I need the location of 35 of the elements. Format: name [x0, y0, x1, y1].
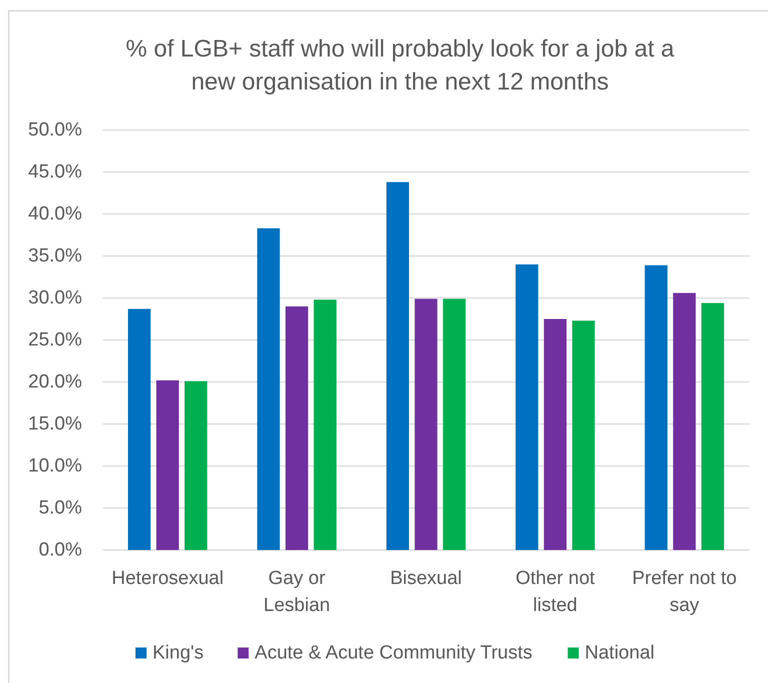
bar: [156, 380, 179, 550]
y-tick-label: 45.0%: [28, 162, 82, 182]
bar: [544, 319, 567, 550]
bar: [285, 306, 308, 550]
x-tick-label: Bisexual: [390, 568, 462, 588]
bar: [701, 303, 724, 550]
y-tick-label: 35.0%: [28, 246, 82, 266]
y-tick-label: 30.0%: [28, 288, 82, 308]
bar: [673, 292, 696, 550]
x-tick-label: Heterosexual: [112, 568, 224, 588]
x-tick-label: Prefer not to say: [632, 568, 737, 616]
bar: [572, 320, 595, 550]
y-tick-label: 40.0%: [28, 204, 82, 224]
x-tick-label: Gay or Lesbian: [264, 568, 330, 616]
legend-label: King's: [152, 642, 204, 664]
bar: [516, 264, 538, 550]
bar: [414, 298, 438, 550]
bar: [128, 308, 151, 550]
bar: [644, 265, 668, 550]
y-tick-label: 50.0%: [28, 120, 82, 140]
legend-label: Acute & Acute Community Trusts: [254, 642, 532, 664]
y-tick-label: 15.0%: [28, 414, 82, 434]
bar: [314, 300, 336, 550]
bar: [442, 298, 466, 550]
bar: [184, 381, 208, 550]
bar: [386, 182, 410, 550]
legend-label: National: [584, 642, 654, 664]
bar: [257, 228, 280, 550]
chart-title: % of LGB+ staff who will probably look for a job at a new organisation in the next 12 months: [126, 36, 675, 96]
y-tick-label: 10.0%: [28, 456, 82, 476]
y-tick-label: 20.0%: [28, 372, 82, 392]
y-tick-label: 25.0%: [28, 330, 82, 350]
x-tick-label: Other not listed: [516, 568, 596, 616]
y-tick-label: 0.0%: [38, 540, 82, 560]
y-tick-label: 5.0%: [38, 498, 82, 518]
